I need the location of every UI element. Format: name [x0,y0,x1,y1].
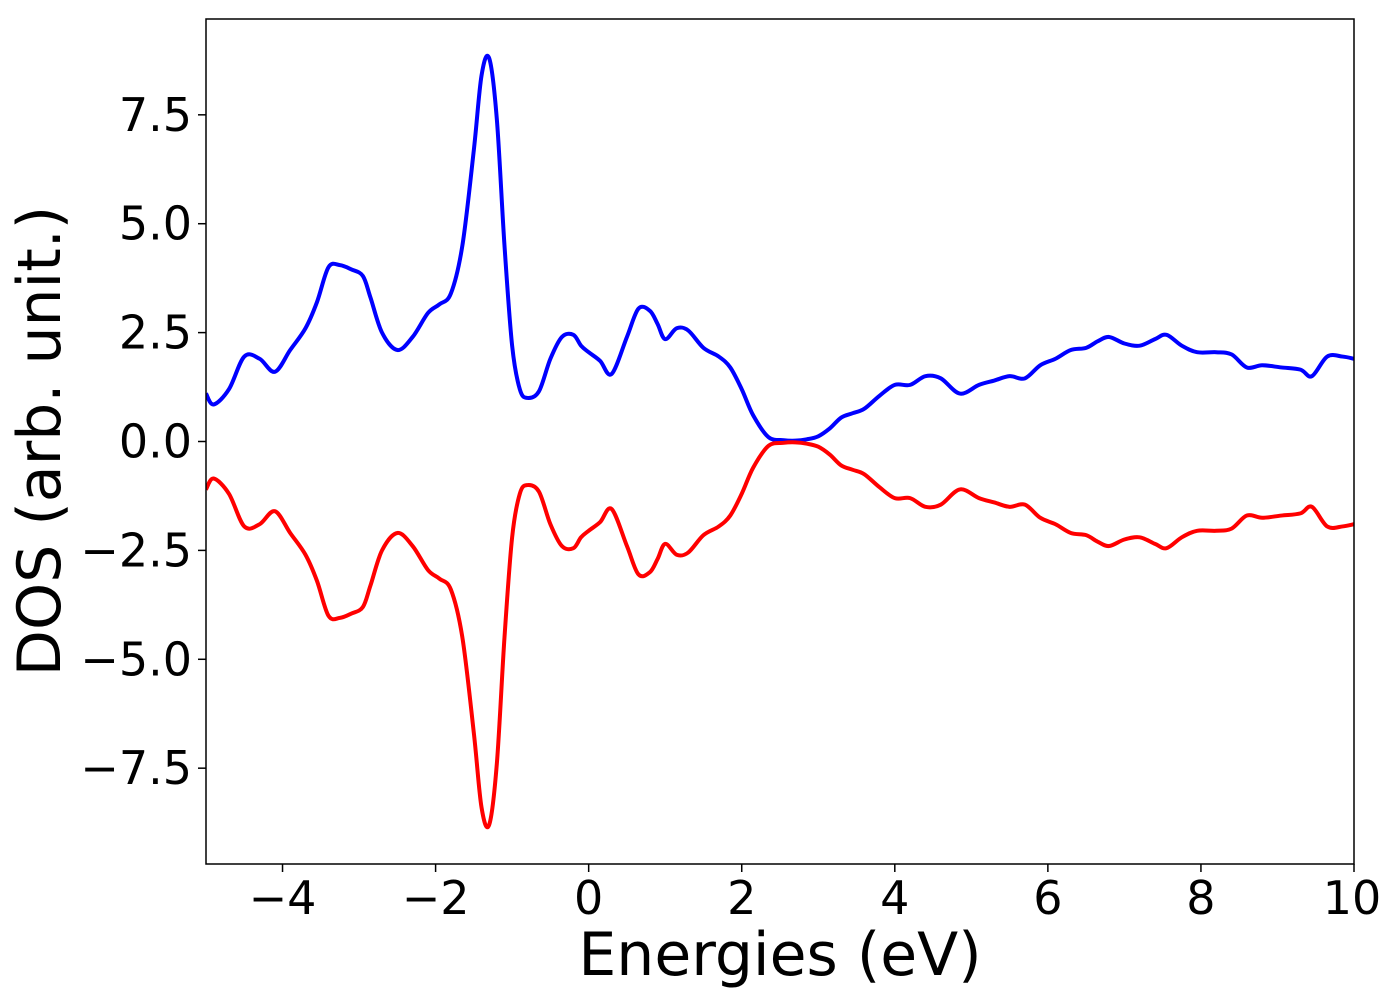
y-tick-label: −7.5 [80,741,192,795]
y-tick-label: −2.5 [80,523,192,577]
x-tick-label: 0 [574,871,603,925]
x-tick-label: 2 [727,871,756,925]
x-tick-label: −4 [249,871,317,925]
y-tick-label: 2.5 [119,306,192,360]
x-axis-label: Energies (eV) [578,920,981,990]
x-tick-label: 6 [1033,871,1062,925]
x-tick-label: 10 [1323,871,1382,925]
x-tick-label: −2 [402,871,470,925]
x-tick-label: 8 [1186,871,1215,925]
y-axis-ticks: 7.5 5.0 2.5 0.0 −2.5 −5.0 −7.5 [80,88,206,795]
series-line-1 [206,440,1354,830]
x-axis-ticks: −4 −2 0 2 4 6 8 10 [249,864,1382,925]
series-line-0 [206,53,1354,443]
y-tick-label: 5.0 [119,197,192,251]
y-axis-label: DOS (arb. unit.) [5,206,75,676]
x-tick-label: 4 [880,871,909,925]
series-layer [206,53,1354,830]
y-tick-label: 0.0 [119,415,192,469]
y-tick-label: −5.0 [80,632,192,686]
y-tick-label: 7.5 [119,88,192,142]
